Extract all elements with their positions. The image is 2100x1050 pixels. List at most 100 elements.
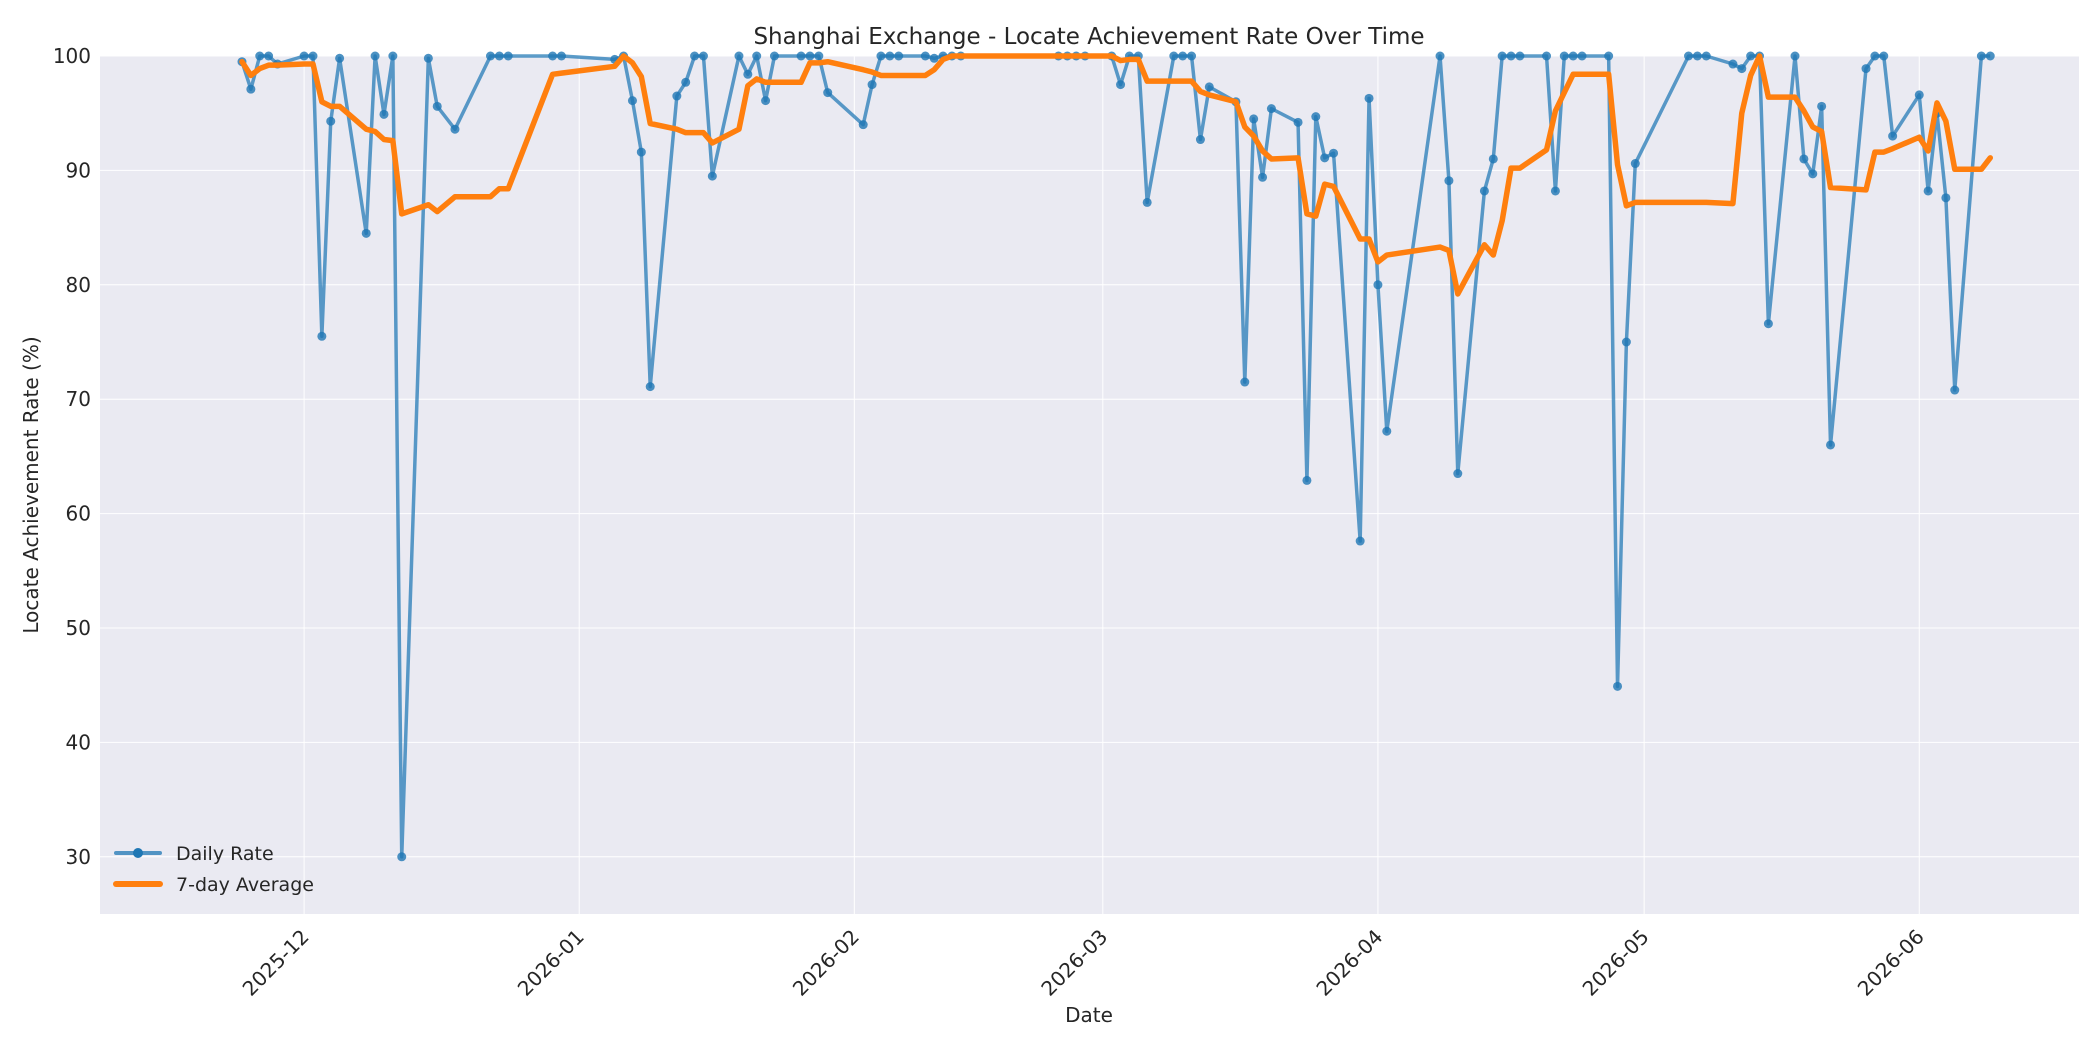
daily-rate-point <box>1701 51 1711 61</box>
daily-rate-point <box>1692 51 1702 61</box>
daily-rate-point <box>450 124 460 134</box>
legend: Daily Rate 7-day Average <box>113 843 314 896</box>
daily-rate-point <box>1737 64 1747 74</box>
daily-rate-point <box>672 91 682 101</box>
daily-rate-point <box>548 51 558 61</box>
daily-rate-point <box>1293 117 1303 127</box>
y-tick-label: 70 <box>66 387 91 411</box>
daily-rate-point <box>423 53 433 63</box>
daily-rate-point <box>734 51 744 61</box>
legend-label-daily: Daily Rate <box>176 843 274 865</box>
daily-rate-point <box>743 69 753 79</box>
daily-rate-point <box>1506 51 1516 61</box>
daily-rate-point <box>1542 51 1552 61</box>
daily-rate-point <box>503 51 513 61</box>
daily-rate-point <box>1497 51 1507 61</box>
daily-rate-point <box>1302 475 1312 485</box>
daily-rate-point <box>796 51 806 61</box>
daily-rate-point <box>1178 51 1188 61</box>
x-axis-label: Date <box>1065 1003 1113 1027</box>
daily-rate-point <box>1444 176 1454 186</box>
daily-rate-point <box>326 116 336 126</box>
daily-rate-point <box>1799 154 1809 164</box>
y-tick-label: 60 <box>66 502 91 526</box>
daily-rate-point <box>1604 51 1614 61</box>
daily-rate-point <box>1373 280 1383 290</box>
daily-rate-point <box>264 51 274 61</box>
daily-rate-point <box>1817 101 1827 111</box>
y-axis-ticks: 30 40 50 60 70 80 90 100 <box>53 44 91 869</box>
daily-rate-point <box>1826 440 1836 450</box>
legend-marker-daily <box>133 848 143 858</box>
daily-rate-point <box>1923 186 1933 196</box>
series-layer <box>237 51 1995 862</box>
daily-rate-point <box>752 51 762 61</box>
daily-rate-point <box>805 51 815 61</box>
y-tick-label: 50 <box>66 616 91 640</box>
daily-rate-point <box>698 51 708 61</box>
y-tick-label: 90 <box>66 158 91 182</box>
daily-rate-point <box>690 51 700 61</box>
daily-rate-point <box>929 53 939 63</box>
daily-rate-point <box>1914 90 1924 100</box>
daily-rate-point <box>361 228 371 238</box>
daily-rate-point <box>1550 186 1560 196</box>
daily-rate-point <box>627 96 637 106</box>
daily-rate-point <box>1142 197 1152 207</box>
daily-rate-point <box>1985 51 1995 61</box>
legend-label-average: 7-day Average <box>176 874 314 896</box>
daily-rate-point <box>1763 319 1773 329</box>
daily-rate-point <box>1728 59 1738 69</box>
daily-rate-point <box>1240 377 1250 387</box>
daily-rate-point <box>885 51 895 61</box>
daily-rate-point <box>1329 148 1339 158</box>
daily-rate-point <box>299 51 309 61</box>
daily-rate-point <box>1621 337 1631 347</box>
daily-rate-point <box>1488 154 1498 164</box>
daily-rate-point <box>397 852 407 862</box>
daily-rate-point <box>858 120 868 130</box>
daily-rate-point <box>1195 135 1205 145</box>
daily-rate-point <box>876 51 886 61</box>
daily-rate-point <box>1364 93 1374 103</box>
daily-rate-point <box>681 77 691 87</box>
daily-rate-point <box>1249 114 1259 124</box>
daily-rate-point <box>1746 51 1756 61</box>
daily-rate-point <box>1479 186 1489 196</box>
daily-rate-point <box>255 51 265 61</box>
daily-rate-point <box>335 53 345 63</box>
daily-rate-point <box>1888 131 1898 141</box>
daily-rate-point <box>769 51 779 61</box>
daily-rate-point <box>485 51 495 61</box>
daily-rate-markers <box>237 51 1995 862</box>
daily-rate-point <box>1258 172 1268 182</box>
daily-rate-point <box>1941 193 1951 203</box>
daily-rate-point <box>1568 51 1578 61</box>
daily-rate-point <box>707 171 717 181</box>
daily-rate-point <box>317 331 327 341</box>
daily-rate-point <box>494 51 504 61</box>
daily-rate-point <box>1790 51 1800 61</box>
daily-rate-point <box>1559 51 1569 61</box>
daily-rate-point <box>432 101 442 111</box>
daily-rate-point <box>1382 426 1392 436</box>
y-tick-label: 40 <box>66 730 91 754</box>
daily-rate-point <box>761 96 771 106</box>
daily-rate-point <box>1870 51 1880 61</box>
daily-rate-point <box>1976 51 1986 61</box>
daily-rate-point <box>823 88 833 98</box>
daily-rate-point <box>1808 169 1818 179</box>
daily-rate-point <box>1515 51 1525 61</box>
daily-rate-point <box>645 382 655 392</box>
daily-rate-point <box>370 51 380 61</box>
daily-rate-point <box>1861 64 1871 74</box>
daily-rate-point <box>867 80 877 90</box>
daily-rate-point <box>388 51 398 61</box>
daily-rate-point <box>379 109 389 119</box>
daily-rate-point <box>1453 469 1463 479</box>
y-tick-label: 100 <box>53 44 91 68</box>
y-tick-label: 80 <box>66 273 91 297</box>
y-axis-label: Locate Achievement Rate (%) <box>19 336 43 633</box>
